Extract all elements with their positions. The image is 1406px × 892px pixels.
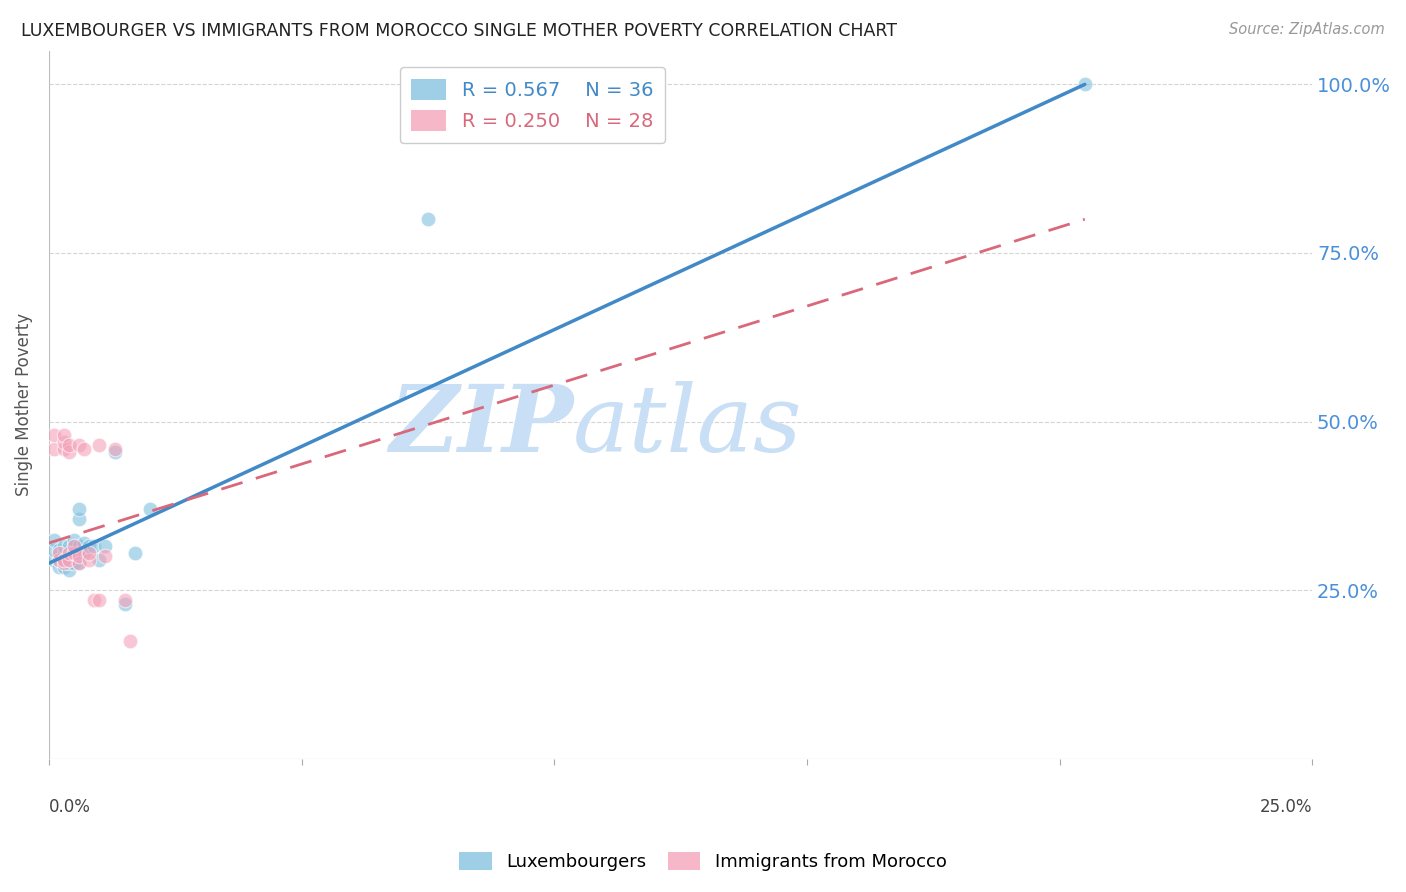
- Text: Source: ZipAtlas.com: Source: ZipAtlas.com: [1229, 22, 1385, 37]
- Point: [89, 593, 111, 607]
- Point: [58, 563, 80, 577]
- Point: [104, 445, 127, 459]
- Point: [67, 438, 90, 452]
- Point: [58, 553, 80, 567]
- Point: [53, 540, 76, 554]
- Point: [63, 540, 86, 554]
- Point: [42, 442, 65, 456]
- Point: [58, 549, 80, 564]
- Point: [67, 512, 90, 526]
- Point: [1074, 78, 1097, 92]
- Point: [67, 556, 90, 570]
- Point: [139, 502, 162, 516]
- Point: [83, 593, 105, 607]
- Point: [53, 546, 76, 560]
- Point: [118, 633, 141, 648]
- Point: [53, 559, 76, 574]
- Point: [67, 556, 90, 570]
- Point: [42, 542, 65, 557]
- Point: [48, 546, 70, 560]
- Point: [67, 546, 90, 560]
- Point: [53, 553, 76, 567]
- Point: [416, 212, 439, 227]
- Legend: R = 0.567    N = 36, R = 0.250    N = 28: R = 0.567 N = 36, R = 0.250 N = 28: [399, 68, 665, 143]
- Point: [42, 553, 65, 567]
- Point: [58, 546, 80, 560]
- Point: [89, 438, 111, 452]
- Point: [79, 540, 101, 554]
- Point: [104, 442, 127, 456]
- Point: [93, 540, 115, 554]
- Text: atlas: atlas: [574, 381, 803, 471]
- Point: [73, 536, 96, 550]
- Point: [67, 540, 90, 554]
- Point: [63, 546, 86, 560]
- Point: [58, 556, 80, 570]
- Point: [67, 549, 90, 564]
- Point: [79, 546, 101, 560]
- Text: ZIP: ZIP: [389, 381, 574, 471]
- Point: [48, 542, 70, 557]
- Legend: Luxembourgers, Immigrants from Morocco: Luxembourgers, Immigrants from Morocco: [451, 845, 955, 879]
- Point: [58, 540, 80, 554]
- Y-axis label: Single Mother Poverty: Single Mother Poverty: [15, 313, 32, 496]
- Point: [63, 546, 86, 560]
- Point: [53, 434, 76, 449]
- Point: [114, 593, 136, 607]
- Text: 0.0%: 0.0%: [49, 797, 91, 815]
- Point: [89, 553, 111, 567]
- Point: [58, 542, 80, 557]
- Point: [63, 533, 86, 547]
- Point: [48, 553, 70, 567]
- Point: [53, 556, 76, 570]
- Point: [58, 445, 80, 459]
- Point: [73, 546, 96, 560]
- Point: [93, 549, 115, 564]
- Point: [83, 540, 105, 554]
- Text: 25.0%: 25.0%: [1260, 797, 1312, 815]
- Text: LUXEMBOURGER VS IMMIGRANTS FROM MOROCCO SINGLE MOTHER POVERTY CORRELATION CHART: LUXEMBOURGER VS IMMIGRANTS FROM MOROCCO …: [21, 22, 897, 40]
- Point: [53, 442, 76, 456]
- Point: [63, 540, 86, 554]
- Point: [73, 442, 96, 456]
- Point: [53, 553, 76, 567]
- Point: [79, 553, 101, 567]
- Point: [48, 553, 70, 567]
- Point: [67, 502, 90, 516]
- Point: [42, 428, 65, 442]
- Point: [42, 533, 65, 547]
- Point: [48, 559, 70, 574]
- Point: [53, 428, 76, 442]
- Point: [114, 597, 136, 611]
- Point: [63, 556, 86, 570]
- Point: [124, 546, 146, 560]
- Point: [58, 438, 80, 452]
